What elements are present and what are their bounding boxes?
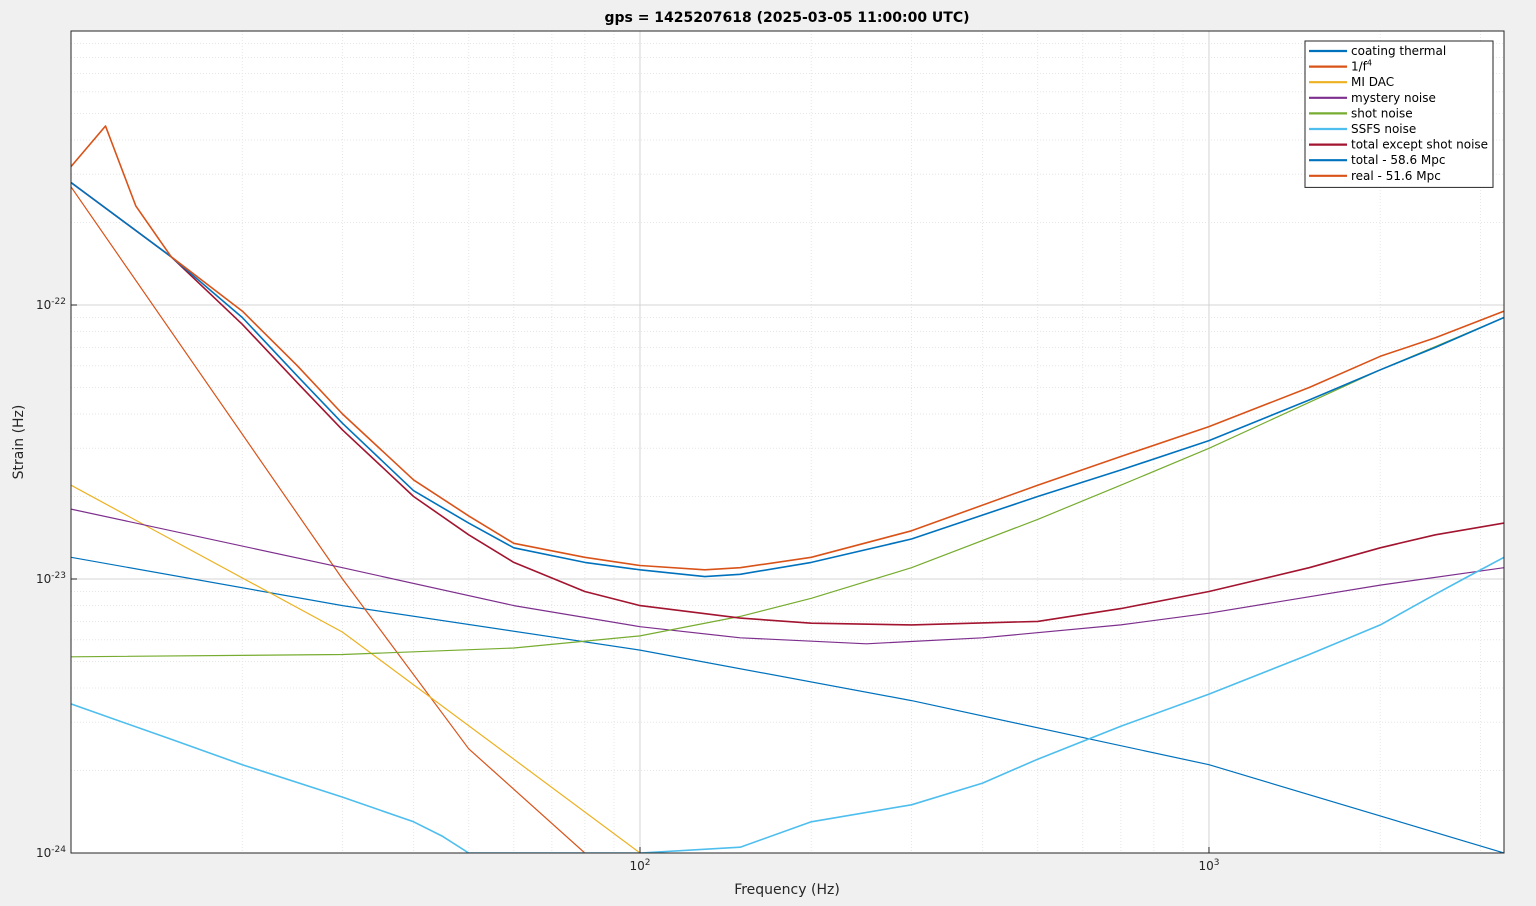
y-tick-label: 10-23 xyxy=(36,571,66,586)
series-line-shot-noise xyxy=(71,316,1504,658)
series-layer xyxy=(71,125,1504,853)
legend-entry: total - 58.6 Mpc xyxy=(1351,153,1446,167)
ticks: 102 103 10-24 10-23 10-22 xyxy=(36,297,1219,873)
series-line-total-58-6-mpc xyxy=(71,181,1504,578)
chart-title: gps = 1425207618 (2025-03-05 11:00:00 UT… xyxy=(604,10,969,26)
y-tick-label: 10-22 xyxy=(36,297,66,312)
legend-entry: total except shot noise xyxy=(1351,138,1488,152)
legend-entry: mystery noise xyxy=(1351,91,1436,105)
y-axis-label: Strain (Hz) xyxy=(11,405,27,480)
plot-frame xyxy=(70,30,1505,854)
legend-entry: real - 51.6 Mpc xyxy=(1351,169,1441,183)
legend-entry: SSFS noise xyxy=(1351,122,1416,136)
x-tick-label: 103 xyxy=(1198,858,1219,873)
series-line-real-51-6-mpc xyxy=(71,125,1504,571)
series-line-mi-dac xyxy=(71,484,641,853)
series-line-mystery-noise xyxy=(71,508,1504,645)
legend-entry: shot noise xyxy=(1351,106,1413,120)
series-line-1-f xyxy=(71,186,586,853)
series-line-ssfs-noise xyxy=(71,556,1504,853)
y-tick-label: 10-24 xyxy=(36,845,66,860)
series-line-coating-thermal xyxy=(71,556,1504,853)
legend-entry: 1/f4 xyxy=(1351,59,1372,74)
grid xyxy=(70,30,1504,854)
series-line-total-except-shot-noise xyxy=(71,181,1504,626)
legend-entry: MI DAC xyxy=(1351,75,1394,89)
legend-entry: coating thermal xyxy=(1351,44,1446,58)
plot-area xyxy=(71,31,1504,853)
x-axis-label: Frequency (Hz) xyxy=(734,882,840,898)
x-tick-label: 102 xyxy=(629,858,650,873)
